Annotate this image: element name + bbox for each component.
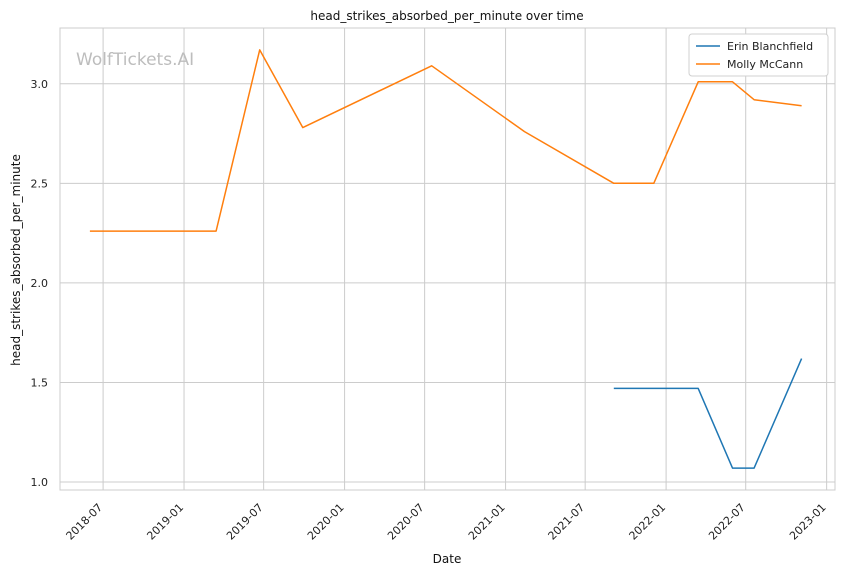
x-tick-label: 2022-01 (627, 501, 669, 543)
y-tick-labels: 1.0 1.5 2.0 2.5 3.0 (31, 78, 49, 489)
x-tick-label: 2018-07 (64, 501, 106, 543)
legend: Erin Blanchfield Molly McCann (688, 33, 829, 77)
plot-frame (59, 27, 836, 491)
axes (59, 27, 836, 491)
x-tick-label: 2019-01 (144, 501, 186, 543)
legend-label-molly-mccann: Molly McCann (727, 58, 803, 71)
x-tick-label: 2020-07 (385, 501, 427, 543)
series-lines (89, 49, 803, 469)
grid (60, 28, 835, 490)
x-tick-labels: 2018-07 2019-01 2019-07 2020-01 2020-07 2021-… (64, 501, 829, 543)
legend-label-erin-blanchfield: Erin Blanchfield (727, 40, 813, 53)
legend-box (688, 33, 829, 77)
x-tick-label: 2021-07 (546, 501, 588, 543)
x-tick-label: 2023-01 (787, 501, 829, 543)
series-line-erin-blanchfield (613, 358, 803, 469)
chart-title: head_strikes_absorbed_per_minute over ti… (310, 9, 583, 23)
x-tick-label: 2021-01 (466, 501, 508, 543)
x-tick-label: 2020-01 (305, 501, 347, 543)
x-tick-label: 2019-07 (224, 501, 266, 543)
y-axis-label: head_strikes_absorbed_per_minute (9, 154, 23, 366)
y-tick-label: 1.5 (31, 376, 49, 389)
y-tick-label: 3.0 (31, 78, 49, 91)
series-line-molly-mccann (89, 49, 802, 232)
y-tick-label: 2.0 (31, 277, 49, 290)
x-axis-label: Date (433, 552, 462, 566)
x-tick-label: 2022-07 (706, 501, 748, 543)
y-tick-label: 1.0 (31, 476, 49, 489)
watermark-text: WolfTickets.AI (76, 50, 194, 70)
y-tick-label: 2.5 (31, 177, 49, 190)
